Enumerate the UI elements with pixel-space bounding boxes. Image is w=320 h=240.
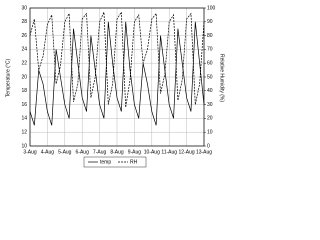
y-tick-label: 24	[21, 47, 27, 53]
x-tick-label: 12-Aug	[179, 149, 195, 155]
y2-tick-label: 100	[207, 5, 216, 11]
x-tick-label: 10-Aug	[144, 149, 160, 155]
y2-tick-label: 90	[207, 19, 213, 25]
y-tick-label: 30	[21, 5, 27, 11]
x-tick-label: 13-Aug	[196, 149, 212, 155]
y-tick-label: 10	[21, 143, 27, 149]
y2-tick-label: 40	[207, 88, 213, 94]
y-tick-label: 26	[21, 33, 27, 39]
legend-box	[83, 156, 147, 168]
series-line	[29, 11, 205, 108]
y-tick-label: 18	[21, 88, 27, 94]
series-line	[29, 21, 205, 126]
background	[0, 0, 229, 169]
y-tick-label: 22	[21, 61, 27, 67]
x-tick-label: 3-Aug	[23, 149, 37, 155]
y2-tick-label: 10	[207, 130, 213, 136]
y-tick-label: 16	[21, 102, 27, 108]
legend-label: temp	[100, 159, 111, 165]
y2-tick-label: 30	[207, 102, 213, 108]
x-tick-label: 11-Aug	[161, 149, 177, 155]
legend-label: RH	[130, 159, 138, 165]
y2-tick-label: 50	[207, 74, 213, 80]
chart: Temperature (°C) Relative Humidity (%) 1…	[0, 0, 229, 169]
x-tick-label: 8-Aug	[110, 149, 124, 155]
y2-tick-label: 60	[207, 61, 213, 67]
y2-tick-label: 80	[207, 33, 213, 39]
x-tick-label: 4-Aug	[41, 149, 55, 155]
x-tick-label: 6-Aug	[76, 149, 90, 155]
plot-frame	[29, 7, 205, 147]
y-tick-label: 28	[21, 19, 27, 25]
y-tick-label: 12	[21, 130, 27, 136]
y-tick-label: 20	[21, 74, 27, 80]
x-tick-label: 9-Aug	[128, 149, 142, 155]
y2-tick-label: 70	[207, 47, 213, 53]
x-tick-label: 7-Aug	[93, 149, 107, 155]
y-tick-label: 14	[21, 116, 27, 122]
y2-tick-label: 0	[207, 143, 210, 149]
y-axis-title: Temperature (°C)	[5, 58, 11, 97]
y2-tick-label: 20	[207, 116, 213, 122]
y2-axis-title: Relative Humidity (%)	[219, 54, 225, 102]
x-tick-label: 5-Aug	[58, 149, 72, 155]
